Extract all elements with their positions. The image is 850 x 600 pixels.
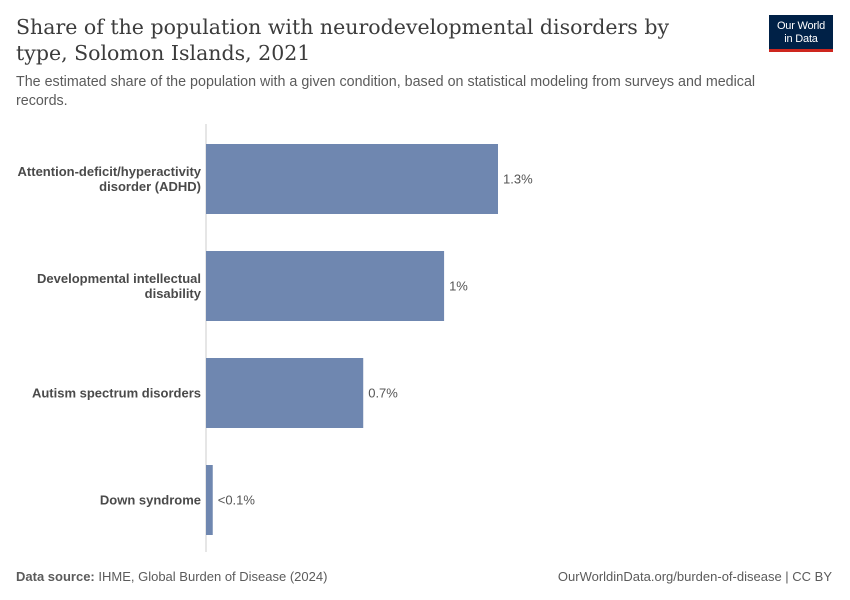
logo-line-2: in Data: [784, 32, 818, 45]
logo-line-1: Our World: [776, 20, 826, 32]
source-url-link[interactable]: OurWorldinData.org/burden-of-disease | C…: [557, 569, 832, 584]
bar-3[interactable]: [206, 465, 213, 535]
chart-title: Share of the population with neurodevelo…: [16, 15, 670, 65]
bar-1[interactable]: [206, 251, 445, 321]
bar-0[interactable]: [206, 144, 498, 214]
data-source-label: Data source:: [16, 569, 95, 584]
data-source-text: IHME, Global Burden of Disease (2024): [98, 569, 328, 584]
value-label-2: 0.7%: [368, 386, 398, 401]
category-label-1: Developmental intellectual disability: [37, 271, 202, 301]
value-label-0: 1.3%: [503, 172, 533, 187]
category-label-3: Down syndrome: [100, 493, 201, 508]
data-source: Data source: IHME, Global Burden of Dise…: [16, 569, 327, 584]
category-label-2: Autism spectrum disorders: [32, 386, 201, 401]
value-label-3: <0.1%: [218, 493, 256, 508]
chart-subtitle: The estimated share of the population wi…: [16, 74, 756, 109]
owid-logo[interactable]: Our World in Data: [769, 15, 833, 52]
value-label-1: 1%: [449, 279, 468, 294]
category-label-0: Attention-deficit/hyperactivity disorder …: [18, 164, 202, 194]
bar-2[interactable]: [206, 358, 364, 428]
